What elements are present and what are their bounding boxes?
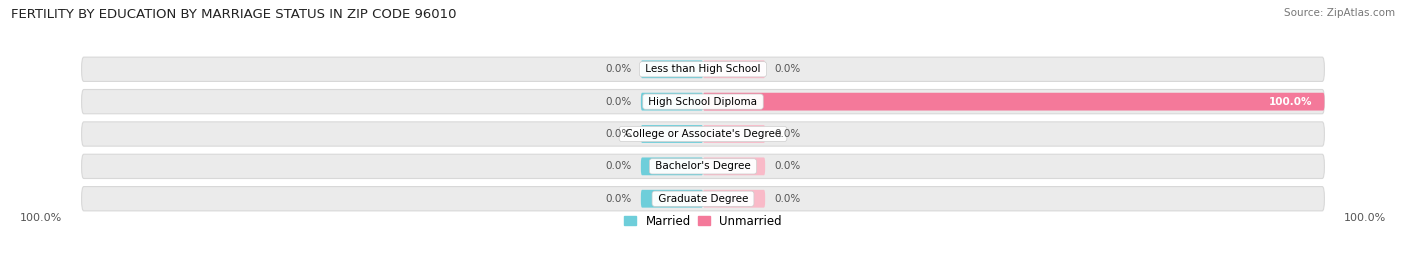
Text: 0.0%: 0.0% <box>775 129 800 139</box>
Text: 0.0%: 0.0% <box>775 64 800 74</box>
FancyBboxPatch shape <box>82 154 1324 178</box>
FancyBboxPatch shape <box>641 125 703 143</box>
Text: High School Diploma: High School Diploma <box>645 97 761 107</box>
FancyBboxPatch shape <box>82 57 1324 81</box>
FancyBboxPatch shape <box>641 93 703 110</box>
Text: 0.0%: 0.0% <box>606 161 631 171</box>
FancyBboxPatch shape <box>641 158 703 175</box>
Text: Bachelor's Degree: Bachelor's Degree <box>652 161 754 171</box>
Text: Less than High School: Less than High School <box>643 64 763 74</box>
FancyBboxPatch shape <box>82 122 1324 146</box>
FancyBboxPatch shape <box>703 158 765 175</box>
Text: 0.0%: 0.0% <box>775 161 800 171</box>
Text: 0.0%: 0.0% <box>606 64 631 74</box>
Text: 0.0%: 0.0% <box>775 194 800 204</box>
Text: 100.0%: 100.0% <box>1344 213 1386 223</box>
Text: 100.0%: 100.0% <box>1268 97 1312 107</box>
Text: Graduate Degree: Graduate Degree <box>655 194 751 204</box>
Legend: Married, Unmarried: Married, Unmarried <box>624 215 782 228</box>
FancyBboxPatch shape <box>82 90 1324 114</box>
Text: 0.0%: 0.0% <box>606 129 631 139</box>
FancyBboxPatch shape <box>703 93 1324 110</box>
Text: 0.0%: 0.0% <box>606 194 631 204</box>
Text: College or Associate's Degree: College or Associate's Degree <box>621 129 785 139</box>
Text: Source: ZipAtlas.com: Source: ZipAtlas.com <box>1284 8 1395 18</box>
Text: 0.0%: 0.0% <box>606 97 631 107</box>
FancyBboxPatch shape <box>703 190 765 208</box>
Text: 100.0%: 100.0% <box>20 213 62 223</box>
FancyBboxPatch shape <box>641 60 703 78</box>
FancyBboxPatch shape <box>82 187 1324 211</box>
FancyBboxPatch shape <box>703 60 765 78</box>
Text: FERTILITY BY EDUCATION BY MARRIAGE STATUS IN ZIP CODE 96010: FERTILITY BY EDUCATION BY MARRIAGE STATU… <box>11 8 457 21</box>
FancyBboxPatch shape <box>641 190 703 208</box>
FancyBboxPatch shape <box>703 125 765 143</box>
